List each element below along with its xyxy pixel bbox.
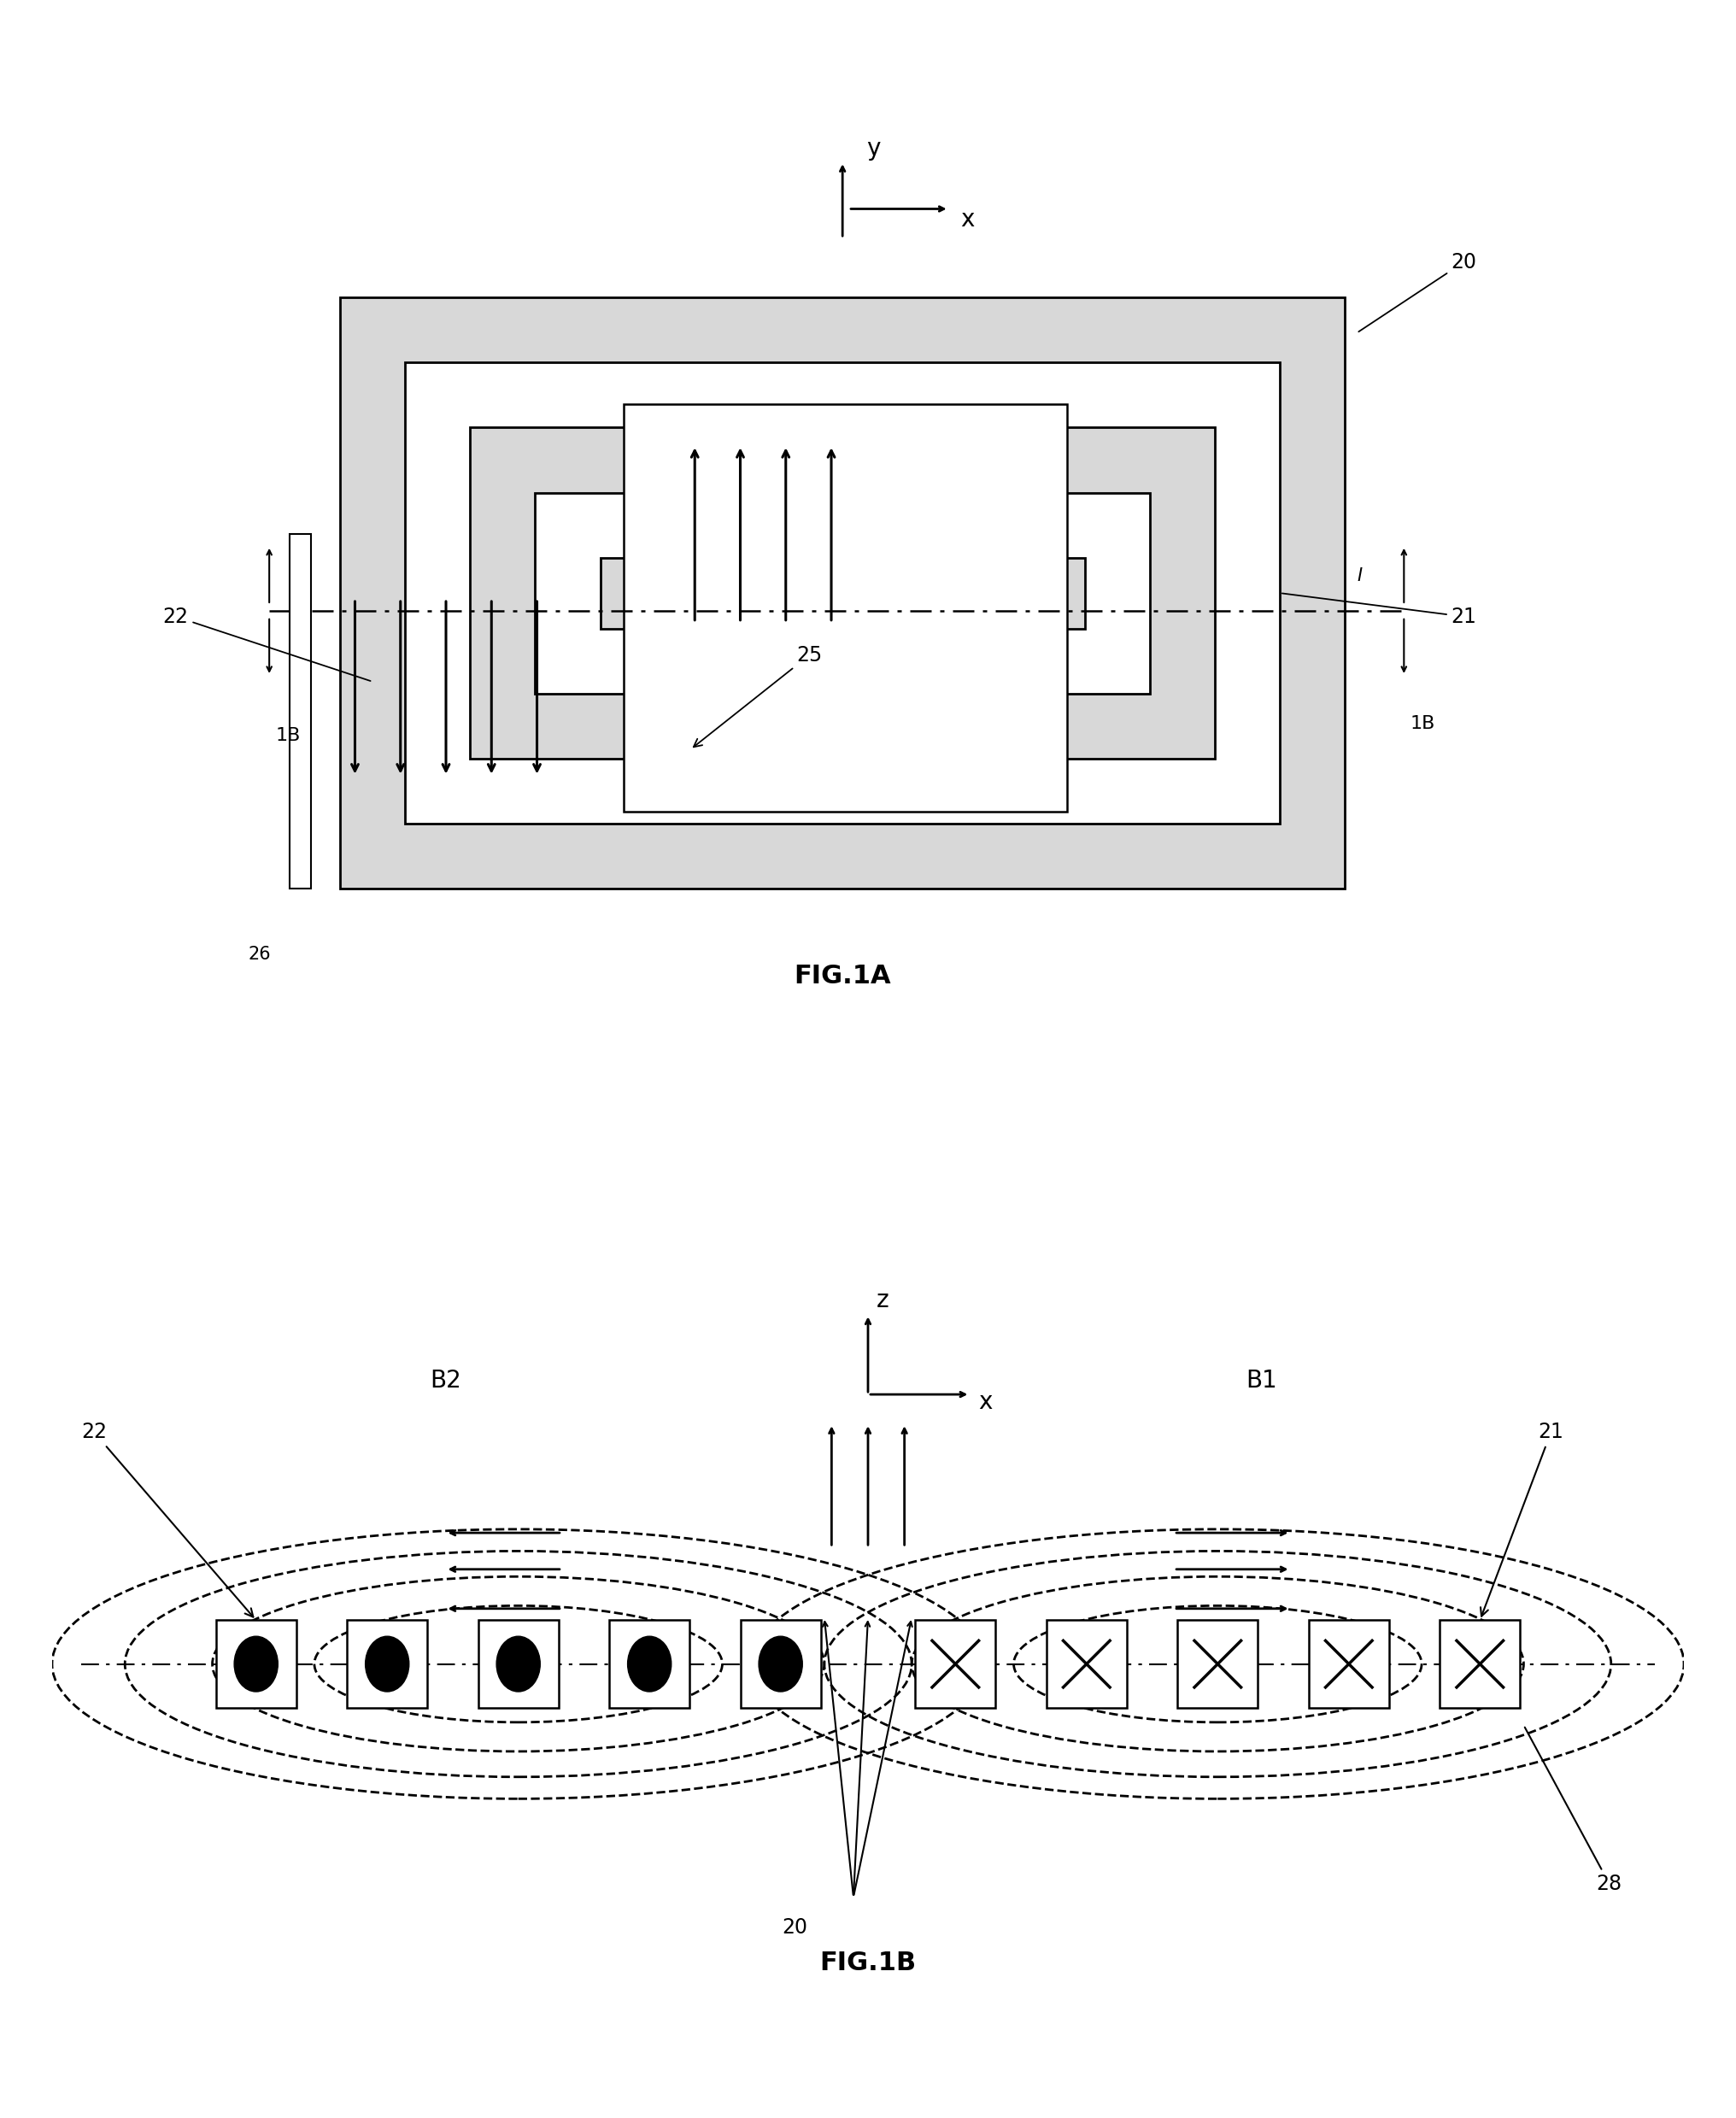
Bar — [347, 1620, 427, 1707]
Text: x: x — [960, 208, 974, 231]
Ellipse shape — [365, 1637, 410, 1692]
Text: 20: 20 — [1359, 252, 1477, 333]
Bar — [404, 362, 1279, 824]
Bar — [215, 1620, 297, 1707]
Text: 26: 26 — [248, 947, 271, 964]
Bar — [915, 1620, 995, 1707]
Bar — [741, 1620, 821, 1707]
Bar — [1309, 1620, 1389, 1707]
Text: 22: 22 — [163, 606, 370, 682]
Bar — [609, 1620, 689, 1707]
Bar — [1047, 1620, 1127, 1707]
Text: 28: 28 — [1524, 1728, 1621, 1893]
Ellipse shape — [234, 1637, 278, 1692]
Text: B1: B1 — [1246, 1368, 1278, 1392]
Bar — [601, 557, 1085, 629]
Text: y: y — [866, 138, 880, 161]
Bar — [1177, 1620, 1259, 1707]
Bar — [470, 428, 1215, 758]
Text: FIG.1A: FIG.1A — [793, 964, 891, 989]
Text: x: x — [979, 1389, 993, 1415]
Text: 25: 25 — [694, 644, 823, 748]
Text: 1B: 1B — [276, 726, 300, 743]
Text: I: I — [1356, 568, 1363, 585]
Bar — [477, 1620, 559, 1707]
Text: 21: 21 — [1481, 1421, 1564, 1616]
Text: 1B: 1B — [1410, 716, 1436, 733]
Bar — [340, 297, 1345, 890]
Text: 20: 20 — [783, 1917, 807, 1938]
Bar — [535, 493, 1149, 693]
Text: FIG.1B: FIG.1B — [819, 1951, 917, 1976]
Text: B2: B2 — [431, 1368, 462, 1392]
Bar — [1439, 1620, 1521, 1707]
Text: 22: 22 — [82, 1421, 253, 1616]
Ellipse shape — [759, 1637, 802, 1692]
Ellipse shape — [628, 1637, 672, 1692]
Bar — [623, 405, 1068, 811]
Ellipse shape — [496, 1637, 540, 1692]
Text: 21: 21 — [1283, 593, 1477, 627]
Text: z: z — [877, 1288, 889, 1313]
Bar — [290, 534, 311, 890]
